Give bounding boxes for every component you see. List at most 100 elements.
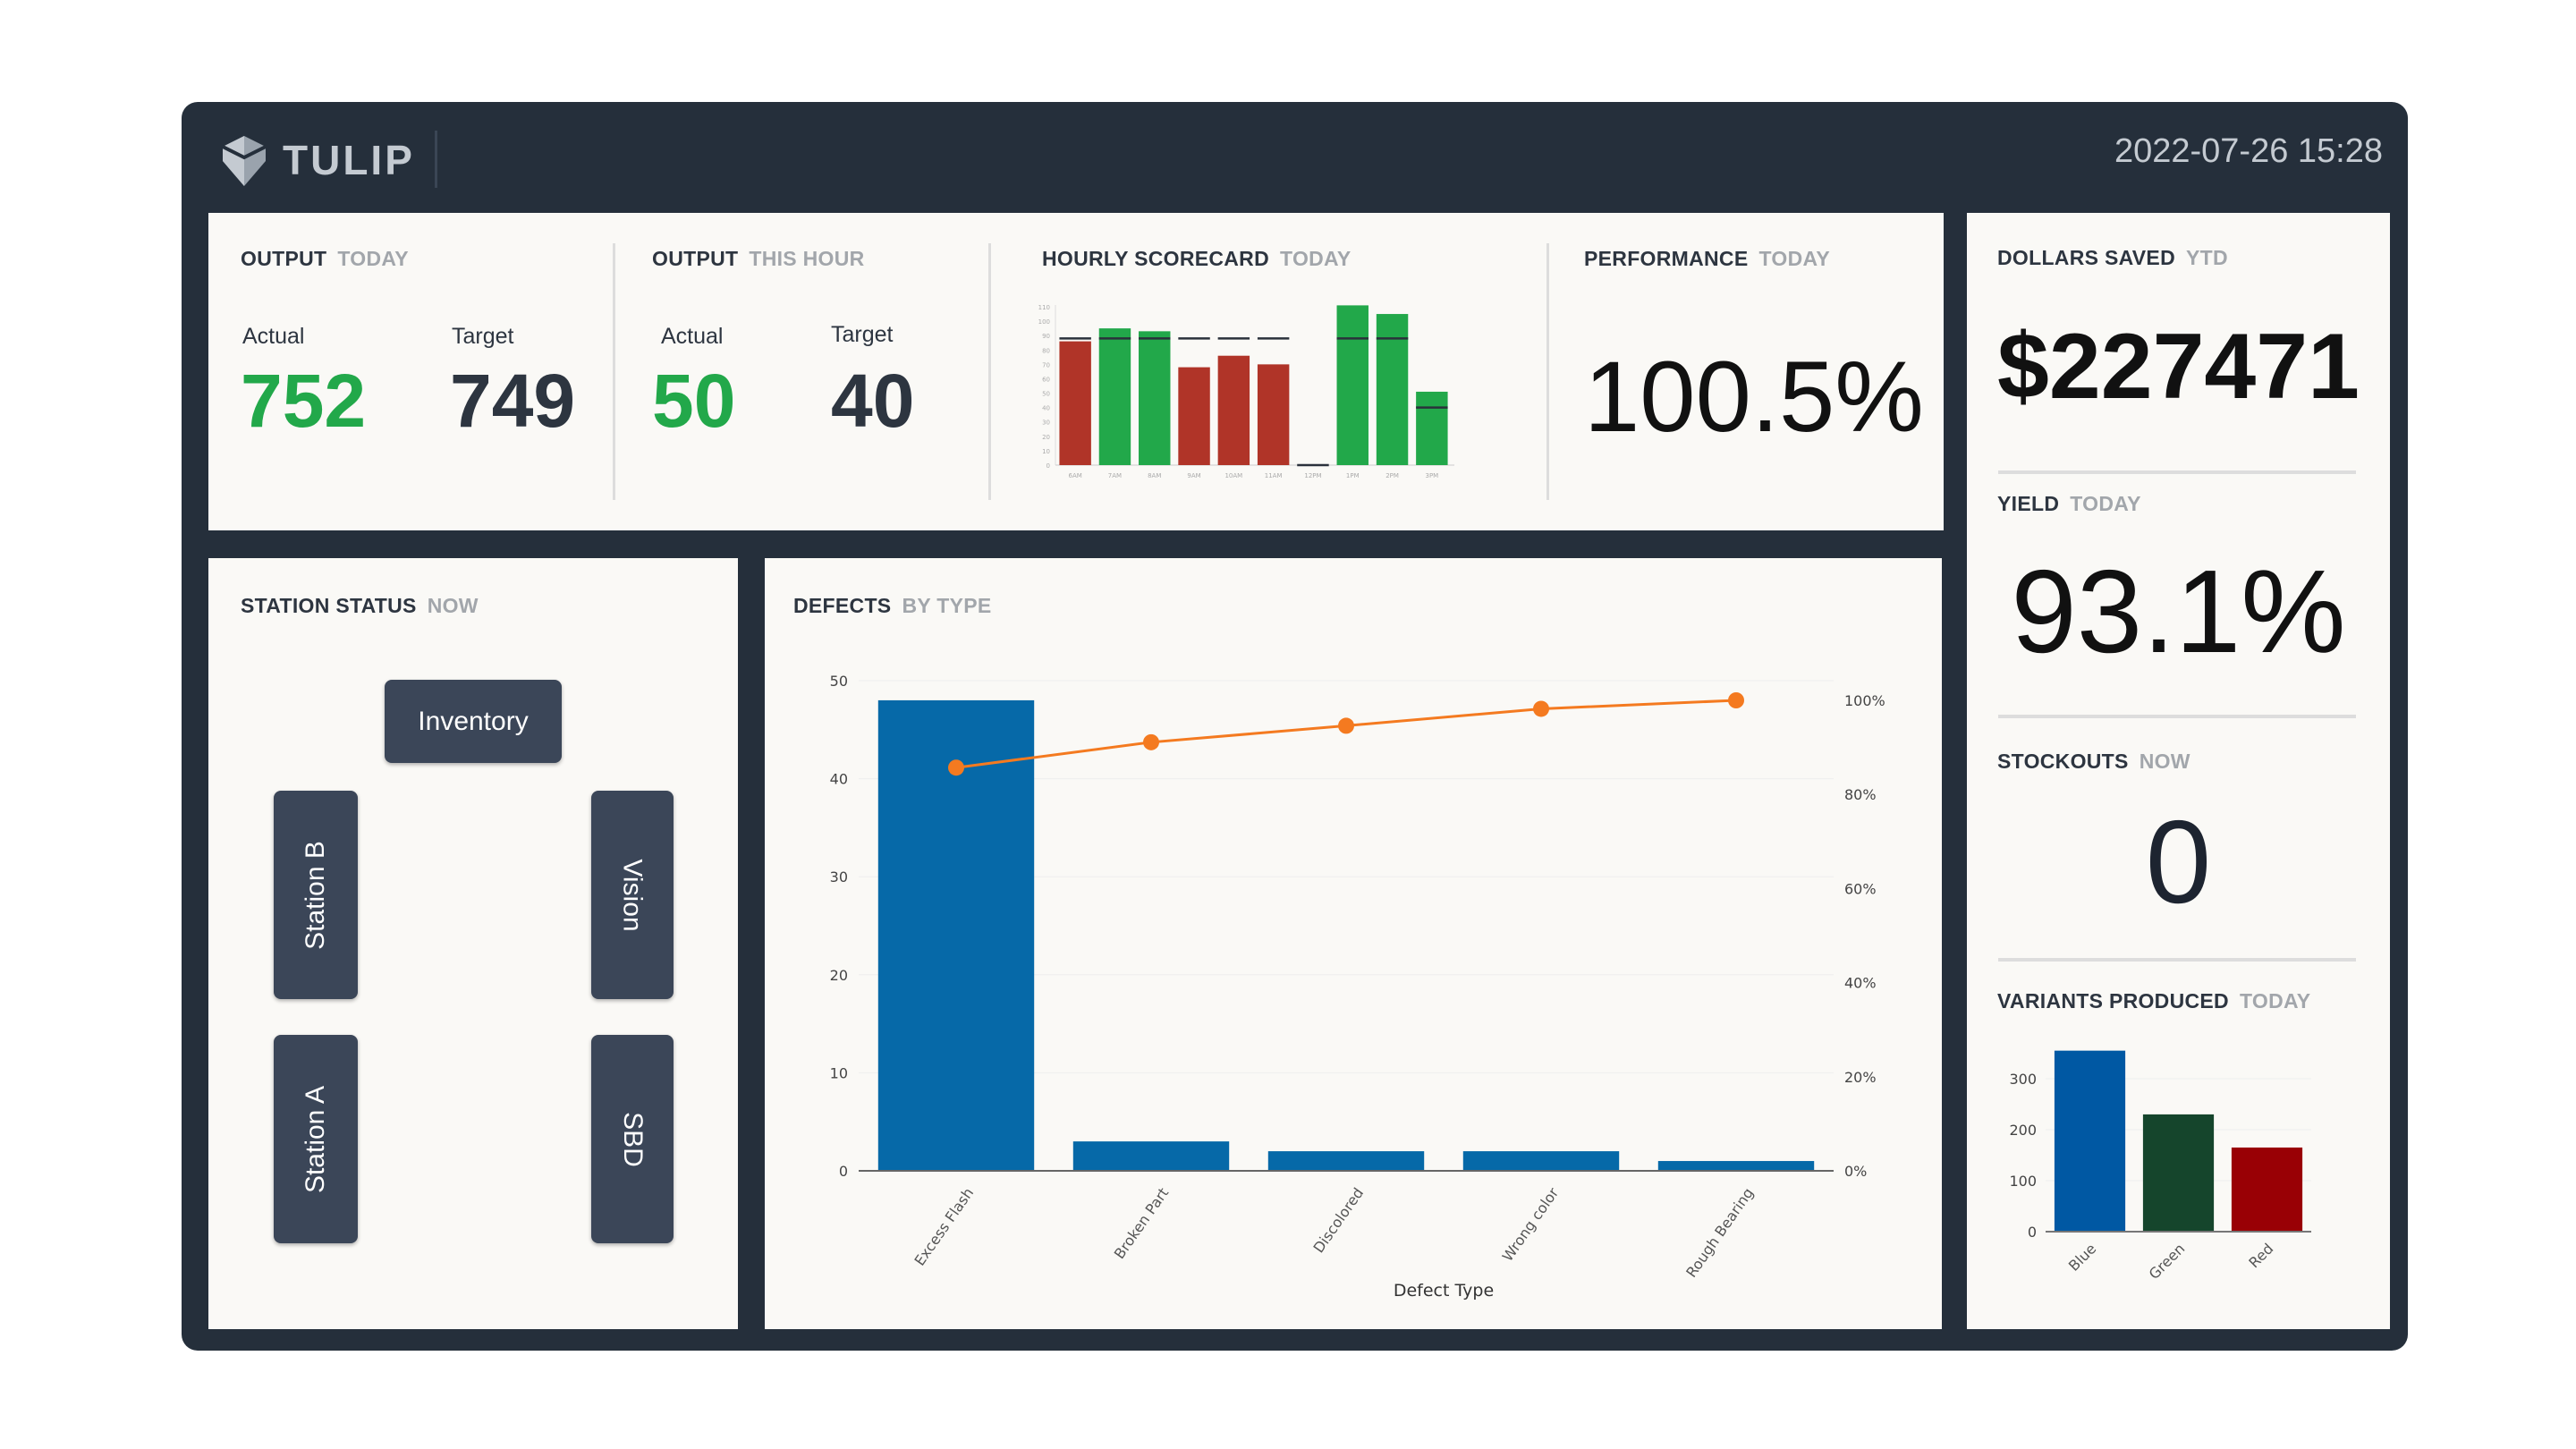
x-tick-label: Excess Flash: [911, 1184, 977, 1268]
defects-pareto-chart: 0 10 20 30 40 50 0% 20% 40% 60% 80% 100% Excess Flas…: [830, 673, 1885, 1301]
station-status-title: STATION STATUS NOW: [241, 594, 479, 617]
x-tick-label: 8AM: [1148, 472, 1161, 479]
bar: [1336, 305, 1368, 465]
y-tick-label: 200: [2009, 1122, 2037, 1139]
output-hour-actual-label: Actual: [661, 324, 724, 349]
y-tick-label: 60: [1042, 376, 1050, 383]
y-tick-label: 30: [830, 869, 848, 886]
stockouts-value: 0: [2145, 796, 2212, 928]
cumulative-point: [1533, 700, 1549, 717]
bar: [877, 699, 1035, 1171]
y-tick-label: 300: [2009, 1071, 2037, 1088]
y-tick-label: 50: [830, 673, 848, 690]
output-hour-title: OUTPUT THIS HOUR: [652, 247, 865, 270]
bar: [1257, 364, 1290, 465]
bar: [1657, 1161, 1815, 1171]
y-tick-label: 40: [1042, 405, 1050, 412]
cumulative-point: [1338, 717, 1354, 734]
divider: [1998, 470, 2356, 474]
output-hour-target-label: Target: [831, 322, 894, 347]
x-tick-label: 10AM: [1224, 472, 1242, 479]
y-tick-label: 10: [1042, 448, 1050, 455]
y-tick-label: 10: [830, 1064, 848, 1081]
y-tick-label: 0: [2028, 1224, 2037, 1241]
y2-tick-label: 100%: [1844, 692, 1885, 709]
bar: [1462, 1151, 1620, 1171]
x-tick-label: 3PM: [1425, 472, 1438, 479]
x-axis-title: Defect Type: [1394, 1281, 1494, 1301]
x-tick-label: 7AM: [1108, 472, 1122, 479]
bar: [1178, 367, 1210, 465]
bar: [1072, 1141, 1230, 1171]
bar: [1139, 331, 1171, 465]
x-tick-label: Blue: [2065, 1240, 2099, 1274]
x-tick-label: Broken Part: [1111, 1184, 1173, 1262]
kpi-card-right: DOLLARS SAVED YTD $227471 YIELD TODAY 93.1…: [1967, 213, 2390, 1329]
brand-name: TULIP: [283, 137, 415, 183]
bar: [1416, 391, 1448, 465]
station-status-card: STATION STATUS NOW Inventory Station B Vi…: [208, 558, 738, 1329]
station-b[interactable]: Station B: [274, 791, 358, 999]
cumulative-line: [955, 699, 1737, 769]
y2-tick-label: 60%: [1844, 880, 1877, 897]
y-tick-label: 80: [1042, 347, 1050, 354]
bar: [1059, 341, 1091, 465]
y-tick-label: 70: [1042, 361, 1050, 369]
y-tick-label: 0: [839, 1163, 848, 1180]
tulip-logo-icon: [222, 136, 267, 186]
divider: [1998, 958, 2356, 962]
variants-title: VARIANTS PRODUCED TODAY: [1997, 989, 2311, 1013]
station-sbd[interactable]: SBD: [591, 1035, 674, 1243]
x-tick-label: Rough Bearing: [1682, 1184, 1757, 1280]
y2-tick-label: 80%: [1844, 786, 1877, 803]
divider: [1546, 243, 1549, 500]
cumulative-point: [1143, 733, 1159, 750]
x-tick-label: Green: [2146, 1240, 2189, 1283]
header-divider: [435, 131, 437, 188]
bar: [2142, 1114, 2215, 1232]
bar: [2054, 1050, 2126, 1232]
output-today-target: 749: [450, 359, 576, 443]
y2-tick-label: 40%: [1844, 975, 1877, 992]
bar: [2231, 1147, 2303, 1232]
y-tick-label: 30: [1042, 419, 1050, 427]
output-today-target-label: Target: [452, 324, 514, 349]
x-tick-label: 11AM: [1265, 472, 1283, 479]
station-vision[interactable]: Vision: [591, 791, 674, 999]
output-hour-actual: 50: [652, 359, 736, 443]
station-inventory[interactable]: Inventory: [385, 680, 562, 763]
stockouts-title: STOCKOUTS NOW: [1997, 750, 2190, 773]
y-tick-label: 110: [1038, 304, 1050, 311]
y-tick-label: 50: [1042, 391, 1050, 398]
variants-chart: 0 100 200 300 Blue Green Red: [2009, 1050, 2311, 1283]
dollars-value: $227471: [1997, 315, 2360, 419]
y-tick-label: 100: [2009, 1173, 2037, 1190]
output-today-actual: 752: [241, 359, 367, 443]
y-tick-label: 20: [1042, 434, 1050, 441]
scorecard-title: HOURLY SCORECARD TODAY: [1042, 247, 1352, 270]
cumulative-point: [948, 759, 964, 776]
y-tick-label: 40: [830, 771, 848, 788]
x-tick-label: 12PM: [1304, 472, 1321, 479]
yield-value: 93.1%: [2011, 546, 2346, 677]
y-tick-label: 0: [1046, 462, 1050, 470]
y-tick-label: 90: [1042, 333, 1050, 340]
output-hour-target: 40: [831, 359, 915, 443]
x-tick-label: Red: [2245, 1240, 2276, 1271]
y2-tick-label: 20%: [1844, 1069, 1877, 1086]
bar: [1376, 314, 1409, 465]
bar: [1267, 1151, 1425, 1171]
x-tick-label: Wrong color: [1499, 1184, 1563, 1265]
station-a[interactable]: Station A: [274, 1035, 358, 1243]
defects-card: DEFECTS BY TYPE 0 10 20 30 40 50 0% 20% 40% 60% 80%…: [765, 558, 1942, 1329]
x-tick-label: 1PM: [1346, 472, 1360, 479]
x-tick-label: 9AM: [1187, 472, 1200, 479]
y-tick-label: 100: [1038, 318, 1050, 326]
x-tick-label: 6AM: [1069, 472, 1082, 479]
kpi-card-top: OUTPUT TODAY Actual 752 Target 749 OUTPUT…: [208, 213, 1944, 530]
performance-title: PERFORMANCE TODAY: [1584, 247, 1830, 270]
defects-title: DEFECTS BY TYPE: [793, 594, 992, 617]
bar: [1217, 355, 1250, 465]
x-tick-label: Discolored: [1309, 1184, 1367, 1256]
dollars-title: DOLLARS SAVED YTD: [1997, 246, 2228, 269]
